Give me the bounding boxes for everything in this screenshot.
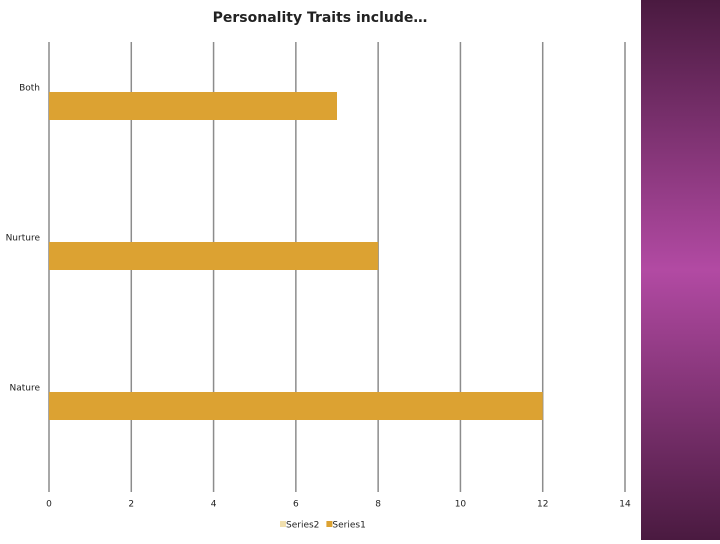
legend-label: Series2 [286,521,319,531]
chart-title: Personality Traits include… [213,10,428,26]
side-panel [641,0,720,540]
y-tick-label: Nature [9,384,40,394]
bar [49,92,337,120]
x-tick-label: 8 [375,500,381,510]
bar [49,242,379,270]
x-tick-label: 12 [537,500,548,510]
x-tick-label: 4 [211,500,217,510]
bar [49,392,543,420]
y-tick-label: Nurture [6,234,41,244]
x-tick-label: 0 [46,500,52,510]
legend-swatch [326,521,333,527]
y-tick-label: Both [19,84,40,94]
legend-label: Series1 [332,521,365,531]
x-tick-label: 2 [128,500,134,510]
legend-swatch [280,521,286,527]
x-tick-label: 14 [619,500,631,510]
x-tick-label: 6 [293,500,299,510]
x-tick-label: 10 [455,500,467,510]
